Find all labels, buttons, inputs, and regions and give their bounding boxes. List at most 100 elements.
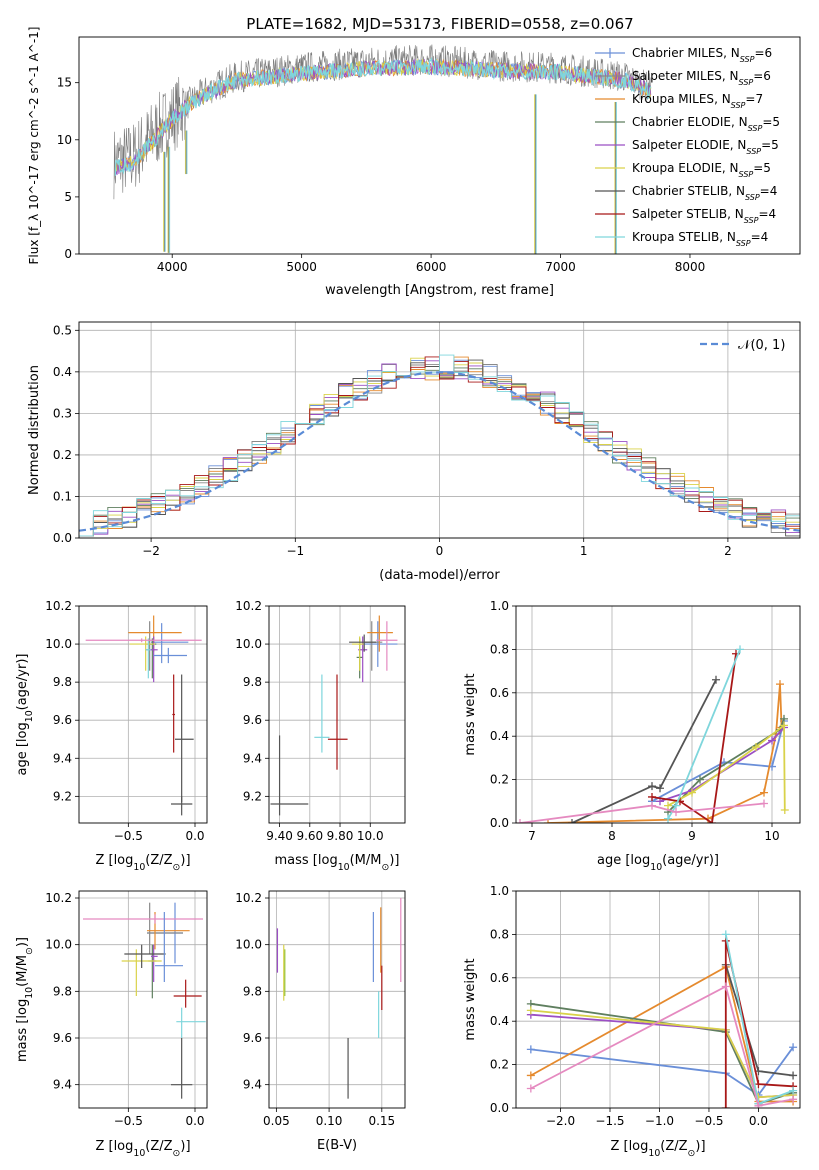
- y-tick-label: 9.2: [53, 789, 72, 803]
- axes-frame: [515, 605, 801, 824]
- legend-entry-label: Kroupa MILES, NSSP=7: [632, 92, 763, 110]
- mass-weight-marker: [648, 782, 656, 791]
- y-tick-label: 0: [64, 247, 72, 261]
- metallicity-mass-weight-panel: −2.0 −1.5 −1.0 −0.5 0.0 0.0 0.2 0.4 0.6 0.8 1.0 mas…: [463, 884, 801, 1159]
- mass-weight-marker: [754, 1080, 763, 1089]
- y-tick-label: 0.4: [490, 729, 509, 743]
- plot-area: [270, 615, 398, 816]
- y-tick-label: 10.2: [45, 891, 72, 905]
- figure-title: PLATE=1682, MJD=53173, FIBERID=0558, z=0…: [246, 15, 633, 33]
- legend-series-name: Chabrier MILES: [632, 46, 723, 60]
- y-axis-label: age [log10(age/yr)]: [15, 654, 35, 776]
- legend-entry-label: Kroupa STELIB, NSSP=4: [632, 230, 768, 248]
- x-axis-label: Z [log10(Z/Z⊙)]: [610, 1139, 705, 1159]
- y-tick-label: 9.6: [243, 1031, 262, 1045]
- legend-series-name: Kroupa STELIB: [632, 230, 719, 244]
- x-tick-label: 5000: [286, 260, 317, 274]
- legend-nssp-value: 4: [770, 184, 778, 198]
- plot-area: [85, 615, 202, 816]
- plot-area: [516, 645, 789, 823]
- mass-weight-marker: [516, 819, 524, 823]
- legend-nssp-value: 4: [761, 230, 769, 244]
- x-tick-label: 2: [724, 544, 732, 558]
- x-tick-label: −0.5: [114, 1114, 143, 1128]
- axes-frame: [268, 890, 406, 1109]
- mass-weight-line: [530, 985, 794, 1107]
- x-tick-label: 0: [436, 544, 444, 558]
- mass-weight-line: [651, 720, 785, 803]
- y-tick-label: 9.4: [243, 751, 262, 765]
- mass-weight-line: [519, 802, 765, 823]
- mass-age-panel: 9.40 9.60 9.80 10.09.29.49.69.810.010.2mass…: [235, 599, 406, 873]
- mass-weight-marker: [648, 801, 656, 810]
- x-tick-label: −1: [286, 544, 304, 558]
- y-tick-label: 1.0: [490, 599, 509, 613]
- x-tick-label: 4000: [157, 260, 188, 274]
- y-tick-label: 0.4: [53, 365, 72, 379]
- mass-weight-marker: [768, 736, 776, 745]
- y-axis-label: Normed distribution: [27, 365, 42, 495]
- y-tick-label: 0.2: [53, 448, 72, 462]
- axes-frame: [78, 321, 801, 539]
- y-tick-label: 0.5: [53, 323, 72, 337]
- mass-weight-marker: [712, 675, 720, 684]
- y-tick-label: 9.8: [53, 675, 72, 689]
- legend-nssp-value: 5: [771, 138, 779, 152]
- legend-nssp-value: 6: [765, 46, 773, 60]
- y-tick-label: 9.8: [53, 984, 72, 998]
- y-tick-label: 0.4: [490, 1014, 509, 1028]
- mass-weight-marker: [780, 721, 788, 730]
- plot-area: [83, 902, 206, 1099]
- x-axis-label: Z [log10(Z/Z⊙)]: [95, 1139, 190, 1159]
- x-axis-label: age [log10(age/yr)]: [597, 853, 719, 873]
- mass-weight-line: [651, 653, 737, 823]
- x-tick-label: 6000: [416, 260, 447, 274]
- axes-frame: [515, 890, 801, 1109]
- legend-series-name: Salpeter STELIB: [632, 207, 727, 221]
- y-tick-label: 10.2: [235, 599, 262, 613]
- axes-frame: [78, 890, 208, 1109]
- mass-weight-marker: [789, 1095, 798, 1104]
- model-spectrum-line: [114, 56, 652, 176]
- x-tick-label: 9.40: [266, 829, 293, 843]
- mass-weight-marker: [780, 805, 789, 814]
- mass-weight-marker: [696, 775, 704, 784]
- y-tick-label: 0.8: [490, 642, 509, 656]
- legend-entry-label: Salpeter MILES, NSSP=6: [632, 69, 771, 87]
- mass-weight-marker: [568, 819, 576, 823]
- plot-area: [526, 930, 798, 1108]
- legend-series-name: Salpeter ELODIE: [632, 138, 730, 152]
- mass-weight-marker: [789, 1043, 798, 1052]
- mass-weight-marker: [672, 808, 680, 817]
- y-tick-label: 5: [64, 190, 72, 204]
- legend-series-name: Chabrier STELIB: [632, 184, 728, 198]
- mass-weight-marker: [721, 1104, 730, 1108]
- plot-area: [113, 44, 652, 254]
- y-tick-label: 0.2: [490, 1058, 509, 1072]
- y-tick-label: 10.0: [45, 938, 72, 952]
- x-tick-label: −0.5: [114, 829, 143, 843]
- legend-entry-label: Salpeter STELIB, NSSP=4: [632, 207, 776, 225]
- y-tick-label: 1.0: [490, 884, 509, 898]
- y-tick-label: 9.4: [243, 1078, 262, 1092]
- mass-weight-line: [659, 726, 785, 803]
- y-tick-label: 0.8: [490, 927, 509, 941]
- plot-area: [276, 898, 402, 1099]
- axes-frame: [78, 605, 208, 824]
- x-tick-label: 0.0: [185, 1114, 204, 1128]
- y-tick-label: 0.0: [490, 816, 509, 830]
- legend-nssp-value: 5: [763, 161, 771, 175]
- x-tick-label: −1.5: [595, 1114, 624, 1128]
- mass-weight-marker: [736, 645, 744, 654]
- mass-weight-marker: [664, 814, 672, 823]
- x-tick-label: 7: [528, 829, 536, 843]
- age-mass-weight-panel: 7 8 9 10 0.0 0.2 0.4 0.6 0.8 1.0 mass weight age [l…: [463, 599, 801, 873]
- y-tick-label: 9.8: [243, 675, 262, 689]
- normal-curve-line: [79, 371, 800, 532]
- mass-weight-line: [530, 965, 794, 1103]
- legend-entry-label: Kroupa ELODIE, NSSP=5: [632, 161, 771, 179]
- mass-weight-marker: [721, 930, 730, 939]
- x-tick-label: 0.0: [185, 829, 204, 843]
- mass-weight-marker: [754, 1101, 763, 1108]
